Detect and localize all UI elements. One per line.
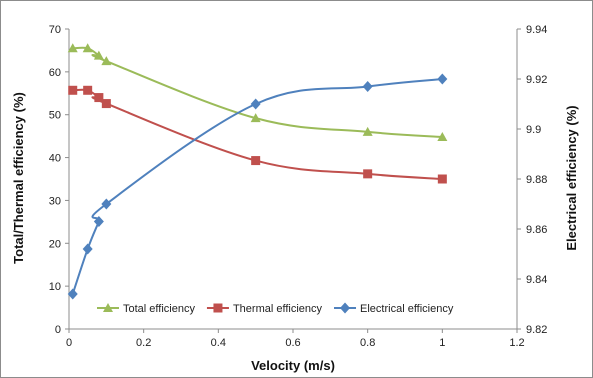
data-point-thermal-efficiency bbox=[101, 99, 111, 109]
data-point-electrical-efficiency bbox=[67, 288, 78, 300]
series-line-electrical-efficiency bbox=[71, 78, 443, 295]
x-tick-label: 0 bbox=[66, 337, 72, 349]
legend: Total efficiency Thermal efficiency Electr… bbox=[97, 302, 454, 315]
y-right-tick-label: 9.86 bbox=[526, 224, 547, 236]
series-electrical-efficiency bbox=[67, 73, 448, 300]
data-point-electrical-efficiency bbox=[101, 198, 112, 210]
data-point-thermal-efficiency bbox=[68, 85, 78, 95]
y-left-tick-label: 10 bbox=[49, 281, 61, 293]
data-point-electrical-efficiency bbox=[437, 73, 448, 85]
y-left-tick-label: 20 bbox=[49, 238, 61, 250]
legend-label: Thermal efficiency bbox=[233, 303, 323, 315]
data-point-thermal-efficiency bbox=[83, 85, 93, 95]
legend-item-thermal-efficiency: Thermal efficiency bbox=[206, 303, 323, 315]
data-point-electrical-efficiency bbox=[93, 216, 104, 227]
legend-item-electrical-efficiency: Electrical efficiency bbox=[334, 302, 454, 315]
legend-label: Electrical efficiency bbox=[360, 303, 454, 315]
data-point-total-efficiency bbox=[362, 126, 373, 136]
x-tick-label: 0.6 bbox=[285, 337, 300, 349]
y-right-tick-label: 9.9 bbox=[526, 124, 541, 136]
data-point-electrical-efficiency bbox=[250, 98, 261, 110]
data-point-thermal-efficiency bbox=[94, 93, 104, 103]
y-left-tick-label: 60 bbox=[49, 67, 61, 79]
y-left-tick-label: 50 bbox=[49, 110, 61, 122]
data-point-total-efficiency bbox=[82, 43, 93, 53]
data-point-electrical-efficiency bbox=[82, 243, 93, 255]
x-tick-label: 0.8 bbox=[360, 337, 375, 349]
y-right-tick-label: 9.92 bbox=[526, 74, 547, 86]
series-thermal-efficiency bbox=[68, 85, 447, 184]
y-right-tick-label: 9.94 bbox=[526, 24, 547, 36]
y-left-tick-label: 40 bbox=[49, 153, 61, 165]
legend-label: Total efficiency bbox=[123, 303, 195, 315]
x-axis-title: Velocity (m/s) bbox=[251, 358, 335, 373]
x-tick-label: 1 bbox=[439, 337, 445, 349]
x-tick-label: 0.2 bbox=[136, 337, 151, 349]
data-point-total-efficiency bbox=[101, 56, 112, 66]
legend-marker bbox=[103, 303, 113, 312]
series-total-efficiency bbox=[67, 43, 448, 141]
x-tick-label: 0.4 bbox=[211, 337, 226, 349]
data-point-total-efficiency bbox=[93, 50, 104, 60]
y-right-tick-label: 9.88 bbox=[526, 174, 547, 186]
x-tick-label: 1.2 bbox=[509, 337, 524, 349]
y-left-tick-label: 0 bbox=[55, 324, 61, 336]
series-line-total-efficiency bbox=[72, 46, 443, 138]
y-left-tick-label: 30 bbox=[49, 195, 61, 207]
data-point-total-efficiency bbox=[67, 43, 78, 53]
y-left-axis-title: Total/Thermal efficiency (%) bbox=[11, 92, 26, 264]
data-point-thermal-efficiency bbox=[251, 156, 261, 166]
data-point-thermal-efficiency bbox=[437, 174, 447, 184]
legend-marker bbox=[213, 303, 223, 313]
y-right-tick-label: 9.82 bbox=[526, 324, 547, 336]
y-right-tick-label: 9.84 bbox=[526, 274, 547, 286]
data-point-total-efficiency bbox=[250, 113, 261, 123]
series-layer bbox=[67, 43, 448, 300]
data-point-total-efficiency bbox=[437, 132, 448, 141]
legend-marker bbox=[340, 302, 351, 314]
data-point-thermal-efficiency bbox=[363, 169, 373, 179]
y-left-tick-label: 70 bbox=[49, 24, 61, 36]
data-point-electrical-efficiency bbox=[362, 81, 373, 92]
y-right-axis-title: Electrical efficiency (%) bbox=[564, 105, 579, 250]
legend-item-total-efficiency: Total efficiency bbox=[97, 303, 195, 315]
axes-layer: 0 0.2 0.4 0.6 0.8 1 1.2 0 10 20 30 40 50 60 70 9.82 9.84… bbox=[49, 24, 548, 349]
